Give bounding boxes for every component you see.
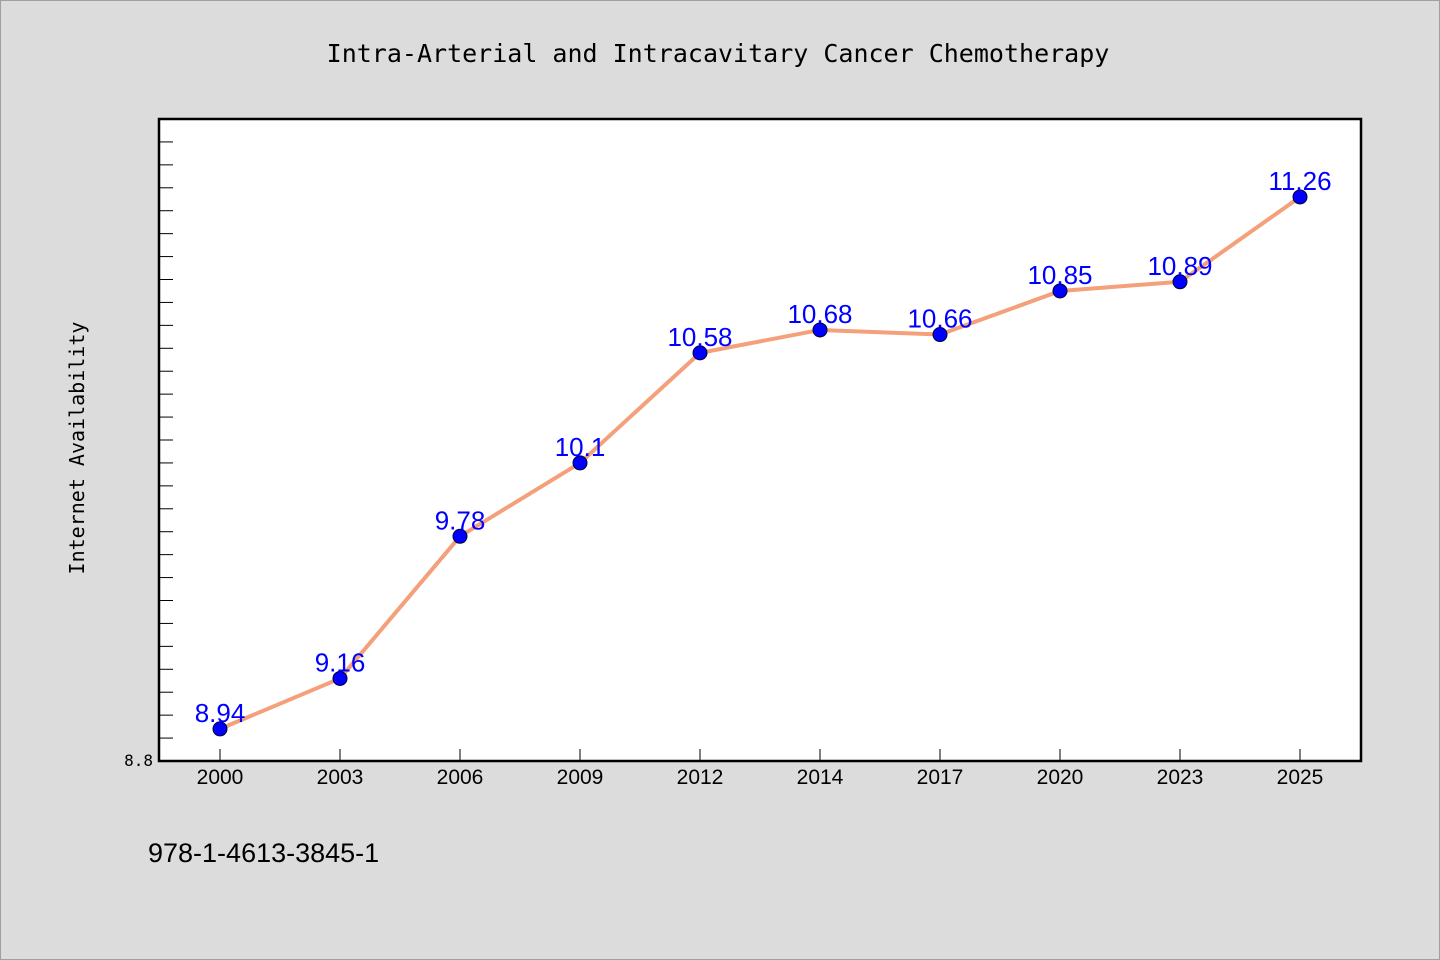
y-axis-ticks — [159, 141, 173, 739]
data-label: 10.66 — [907, 304, 972, 334]
x-tick-label: 2025 — [1277, 766, 1324, 789]
x-tick-label: 2014 — [797, 766, 844, 789]
x-axis-tick-labels: 2000 2003 2006 2009 2012 2014 2017 2020 2023 2025 — [197, 766, 1324, 789]
y-axis-label: Internet Availability — [65, 322, 89, 575]
data-point — [212, 721, 228, 737]
x-tick-label: 2017 — [917, 766, 964, 789]
x-tick-label: 2000 — [197, 766, 244, 789]
data-point — [452, 528, 468, 544]
y-tick-label: 8.8 — [124, 751, 153, 770]
x-axis-ticks — [219, 749, 1301, 761]
data-label: 10.89 — [1147, 251, 1212, 281]
data-point — [1052, 283, 1068, 299]
data-label: 9.78 — [435, 505, 486, 535]
series-line — [219, 195, 1302, 731]
data-point — [692, 345, 708, 361]
chart-title: Intra-Arterial and Intracavitary Cancer … — [327, 39, 1110, 68]
data-point — [932, 327, 948, 343]
data-point — [572, 455, 588, 471]
data-point — [812, 322, 828, 338]
data-label: 10.68 — [787, 299, 852, 329]
isbn-text: 978-1-4613-3845-1 — [148, 838, 379, 868]
data-point — [1172, 274, 1188, 290]
data-labels-layer: 8.94 9.16 9.78 10.1 10.58 10.68 10.66 10.85 10.8… — [195, 166, 1332, 728]
x-tick-label: 2023 — [1157, 766, 1204, 789]
data-label: 8.94 — [195, 698, 246, 728]
x-tick-label: 2006 — [437, 766, 484, 789]
x-tick-label: 2020 — [1037, 766, 1084, 789]
data-label: 9.16 — [315, 647, 366, 677]
x-tick-label: 2003 — [317, 766, 364, 789]
series-layer — [212, 189, 1308, 737]
y-axis-tick-labels: 8.8 — [124, 751, 153, 770]
data-label: 10.85 — [1027, 260, 1092, 290]
data-point — [332, 670, 348, 686]
data-label: 10.1 — [555, 432, 606, 462]
data-label: 10.58 — [667, 322, 732, 352]
x-tick-label: 2012 — [677, 766, 724, 789]
data-label: 11.26 — [1268, 166, 1331, 196]
x-tick-label: 2009 — [557, 766, 604, 789]
data-point — [1292, 189, 1308, 205]
